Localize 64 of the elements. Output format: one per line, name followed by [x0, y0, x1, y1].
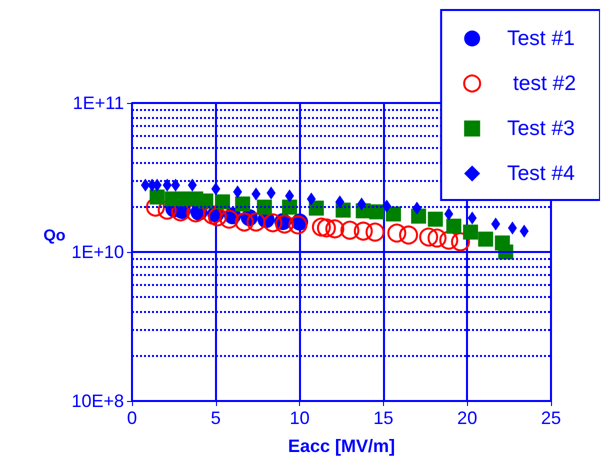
point [202, 206, 222, 225]
x-tick-label: 0 [126, 408, 138, 428]
point [234, 212, 254, 232]
x-tick-label: 5 [210, 408, 221, 428]
point [340, 220, 360, 240]
point [508, 221, 517, 234]
point [288, 215, 308, 234]
point [152, 178, 162, 192]
point [275, 214, 294, 234]
y-tick-label: 1E+11 [72, 93, 124, 113]
x-tick-label: 20 [457, 408, 478, 428]
point [387, 224, 406, 243]
point [366, 222, 385, 242]
point [246, 212, 266, 232]
point [369, 204, 384, 220]
y-tick-label: 1E+10 [71, 242, 124, 262]
point [266, 186, 276, 200]
x-tick-label: 25 [540, 408, 562, 428]
point [428, 228, 447, 248]
point [162, 178, 172, 192]
legend-label: Test #1 [507, 27, 575, 50]
point [263, 213, 282, 232]
point [220, 210, 239, 229]
point [428, 212, 443, 227]
point [235, 196, 250, 212]
point [233, 185, 242, 198]
point [354, 222, 373, 241]
point [146, 198, 165, 217]
point [451, 232, 470, 252]
point [208, 207, 227, 226]
point [357, 197, 366, 210]
point [198, 193, 214, 208]
point [468, 212, 477, 225]
x-tick-label: 15 [373, 408, 394, 428]
point [316, 218, 336, 238]
point [463, 224, 478, 240]
x-axis-title: Eacc [MV/m] [288, 436, 396, 456]
point [188, 178, 197, 192]
point [285, 189, 294, 202]
point [335, 195, 344, 208]
point [491, 218, 500, 231]
point [325, 219, 344, 238]
point [520, 224, 529, 238]
point [150, 189, 165, 204]
point [419, 228, 438, 247]
point [446, 218, 462, 234]
point [444, 207, 454, 220]
point [282, 200, 298, 215]
x-tick-label: 10 [290, 408, 310, 428]
point [256, 200, 272, 215]
point [478, 232, 494, 247]
point [211, 182, 220, 196]
legend-label: Test #4 [507, 162, 576, 185]
point [171, 178, 180, 192]
point [215, 194, 230, 210]
point [312, 218, 331, 237]
point [399, 226, 418, 245]
legend-label: test #2 [507, 72, 576, 95]
point [252, 188, 261, 201]
point [439, 230, 458, 250]
y-tick-label: 10E+8 [71, 391, 124, 411]
y-axis-title: Qo [43, 228, 66, 244]
point [306, 192, 316, 206]
legend-label: Test #3 [507, 117, 575, 140]
